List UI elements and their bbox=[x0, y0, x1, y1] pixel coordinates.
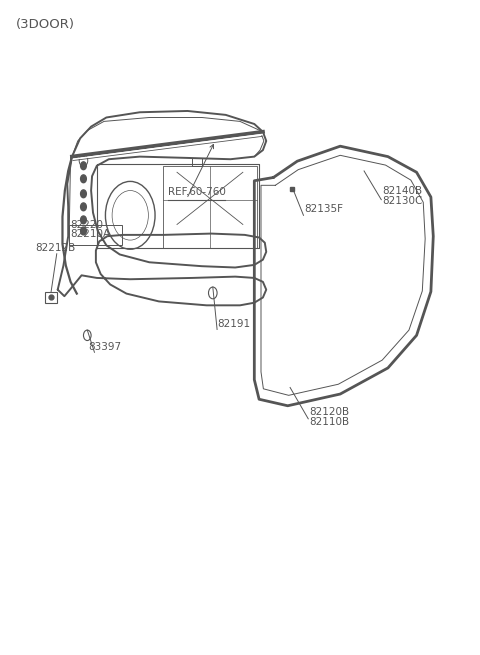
Bar bbox=[192, 158, 202, 166]
Circle shape bbox=[81, 190, 86, 198]
Circle shape bbox=[81, 203, 86, 211]
Text: 82191: 82191 bbox=[217, 319, 250, 329]
Text: 82130C: 82130C bbox=[382, 196, 422, 206]
Text: 82110B: 82110B bbox=[309, 417, 349, 426]
Circle shape bbox=[81, 227, 86, 235]
Text: 82140B: 82140B bbox=[382, 186, 422, 196]
Text: (3DOOR): (3DOOR) bbox=[16, 18, 75, 31]
Circle shape bbox=[81, 175, 86, 183]
Text: 82220: 82220 bbox=[71, 219, 104, 230]
Circle shape bbox=[81, 216, 86, 224]
Text: 82120B: 82120B bbox=[309, 407, 349, 417]
Text: 83397: 83397 bbox=[88, 342, 121, 352]
Bar bbox=[45, 292, 57, 303]
Bar bbox=[69, 225, 121, 245]
Text: REF.60-760: REF.60-760 bbox=[168, 187, 226, 197]
Circle shape bbox=[81, 162, 86, 170]
Text: 82135F: 82135F bbox=[304, 204, 343, 214]
Text: 82212B: 82212B bbox=[35, 243, 75, 253]
Text: 82210A: 82210A bbox=[71, 229, 111, 240]
